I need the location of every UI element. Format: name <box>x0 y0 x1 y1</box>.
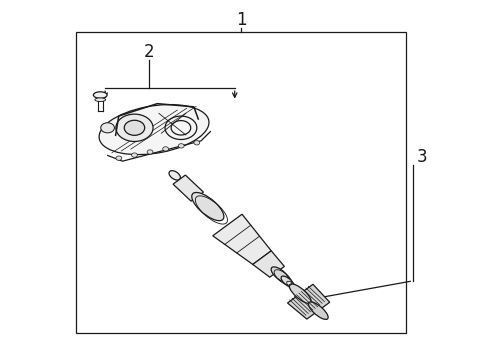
Ellipse shape <box>169 171 180 180</box>
Ellipse shape <box>286 281 297 291</box>
Bar <box>76 32 405 333</box>
Polygon shape <box>287 284 329 319</box>
Text: 1: 1 <box>235 11 246 29</box>
Circle shape <box>116 114 153 141</box>
Ellipse shape <box>289 284 310 303</box>
Circle shape <box>116 156 122 160</box>
Ellipse shape <box>93 92 107 98</box>
Circle shape <box>124 120 144 135</box>
Text: 2: 2 <box>143 43 154 61</box>
Ellipse shape <box>95 98 105 102</box>
Polygon shape <box>212 214 271 265</box>
Circle shape <box>178 144 184 148</box>
Ellipse shape <box>99 105 208 154</box>
Ellipse shape <box>281 276 293 287</box>
Ellipse shape <box>271 267 288 282</box>
Polygon shape <box>173 175 203 201</box>
Polygon shape <box>252 251 284 277</box>
Ellipse shape <box>191 193 224 221</box>
Circle shape <box>101 123 114 133</box>
Circle shape <box>147 150 153 154</box>
Text: 3: 3 <box>415 148 426 166</box>
Circle shape <box>131 153 137 157</box>
Circle shape <box>163 147 168 151</box>
Circle shape <box>193 141 199 145</box>
Ellipse shape <box>308 302 327 319</box>
